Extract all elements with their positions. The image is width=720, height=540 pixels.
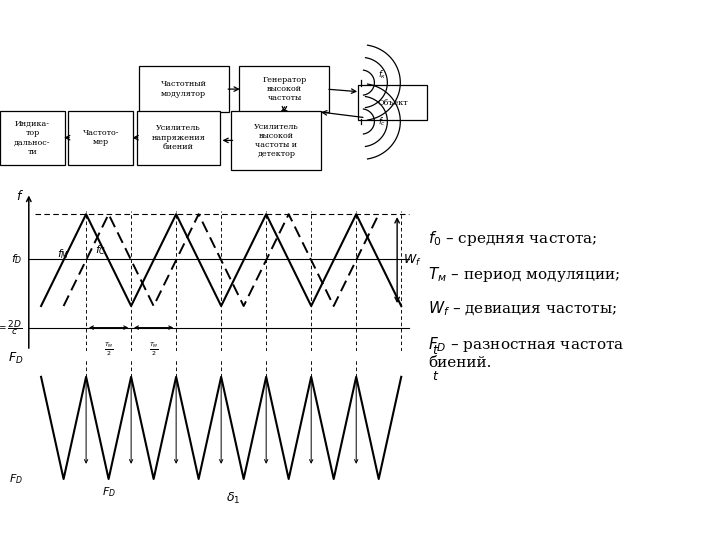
Text: Частотный
модулятор: Частотный модулятор [161,80,207,98]
Text: Генератор
высокой
частоты: Генератор высокой частоты [262,76,307,102]
Text: $F_D$ – разностная частота
биений.: $F_D$ – разностная частота биений. [428,335,625,370]
Text: $W_f$: $W_f$ [403,253,422,268]
Text: $F_D$: $F_D$ [102,485,116,499]
Text: $\tau_D{=}\dfrac{2D}{c}$: $\tau_D{=}\dfrac{2D}{c}$ [0,318,22,337]
Text: $f_M$: $f_M$ [58,247,70,261]
Text: $T_м$ – период модуляции;: $T_м$ – период модуляции; [428,265,621,284]
Text: $f_0$ – средняя частота;: $f_0$ – средняя частота; [428,230,598,248]
Text: $F_D$: $F_D$ [9,351,24,366]
Text: Индика-
тор
дальнос-
ти: Индика- тор дальнос- ти [14,120,50,156]
Text: Частото-
мер: Частото- мер [83,129,119,146]
Text: $t$: $t$ [432,345,439,357]
Text: $F_D$: $F_D$ [9,472,22,486]
Text: $f_c$: $f_c$ [378,115,386,128]
Text: $\delta_1$: $\delta_1$ [226,490,240,505]
FancyBboxPatch shape [68,111,133,165]
Text: $f_C$: $f_C$ [95,242,107,256]
Text: $t$: $t$ [432,370,439,383]
FancyBboxPatch shape [232,111,322,170]
FancyBboxPatch shape [138,66,229,112]
FancyBboxPatch shape [239,66,330,112]
FancyBboxPatch shape [137,111,220,165]
Text: $f_D$: $f_D$ [11,252,22,266]
Text: Усилитель
высокой
частоты и
детектор: Усилитель высокой частоты и детектор [254,123,299,158]
Text: $\frac{T_M}{2}$: $\frac{T_M}{2}$ [104,340,114,358]
FancyBboxPatch shape [359,85,426,120]
Text: $f$: $f$ [16,189,24,203]
Text: Усилитель
напряжения
биений: Усилитель напряжения биений [152,125,205,151]
Text: $f_к$: $f_к$ [378,68,387,81]
Text: $\frac{T_M}{2}$: $\frac{T_M}{2}$ [149,340,158,358]
Text: $W_f$ – девиация частоты;: $W_f$ – девиация частоты; [428,300,617,318]
FancyBboxPatch shape [0,111,65,165]
Text: Объект: Объект [377,99,408,106]
